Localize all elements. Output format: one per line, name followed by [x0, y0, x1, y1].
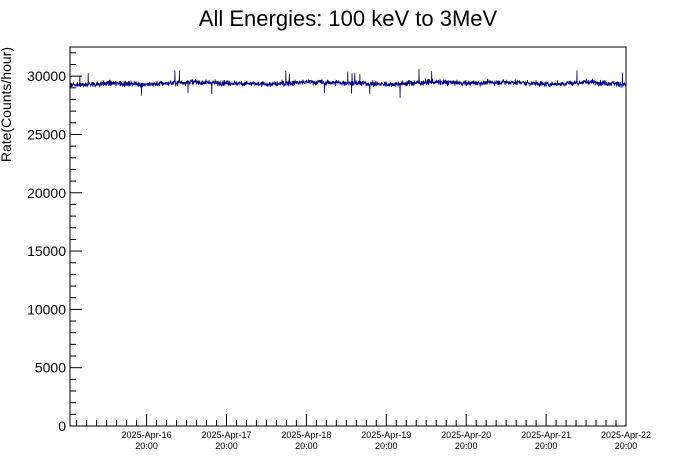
x-tick-label-date: 2025-Apr-22 — [601, 430, 651, 440]
y-axis: 0 5000 10000 15000 20000 25000 30000 — [27, 47, 82, 434]
x-axis: 2025-Apr-1620:002025-Apr-1720:002025-Apr… — [76, 414, 651, 451]
x-tick-label-time: 20:00 — [295, 441, 318, 451]
x-tick-label-date: 2025-Apr-18 — [281, 430, 331, 440]
x-tick-label-time: 20:00 — [135, 441, 158, 451]
y-tick-label: 15000 — [27, 243, 66, 259]
x-tick-label-time: 20:00 — [215, 441, 238, 451]
x-tick-label-time: 20:00 — [375, 441, 398, 451]
x-tick-label-time: 20:00 — [535, 441, 558, 451]
series-line — [69, 68, 627, 98]
x-tick-label-date: 2025-Apr-20 — [441, 430, 491, 440]
y-tick-label: 20000 — [27, 185, 66, 201]
y-axis-label: Rate(Counts/hour) — [0, 47, 14, 162]
x-tick-label-time: 20:00 — [455, 441, 478, 451]
chart-title: All Energies: 100 keV to 3MeV — [199, 6, 498, 31]
y-tick-label: 25000 — [27, 126, 66, 142]
y-tick-label: 0 — [58, 418, 66, 434]
y-tick-label: 5000 — [35, 360, 66, 376]
y-tick-label: 10000 — [27, 301, 66, 317]
x-tick-label-date: 2025-Apr-17 — [201, 430, 251, 440]
x-tick-label-date: 2025-Apr-19 — [361, 430, 411, 440]
x-tick-label-date: 2025-Apr-16 — [122, 430, 172, 440]
data-layer — [69, 68, 627, 98]
plot-frame — [69, 46, 627, 427]
y-tick-label: 30000 — [27, 68, 66, 84]
x-tick-label-time: 20:00 — [615, 441, 638, 451]
x-tick-label-date: 2025-Apr-21 — [521, 430, 571, 440]
